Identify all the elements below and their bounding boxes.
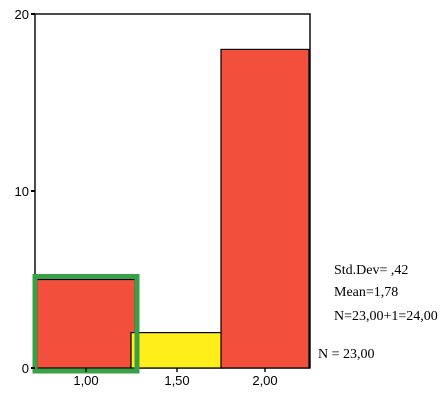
x-tick-label: 2,00 (252, 373, 277, 388)
bar-1-00 (36, 278, 136, 369)
x-tick-label: 1,50 (164, 373, 189, 388)
y-tick-label: 20 (15, 7, 29, 22)
y-axis: 0 10 20 (15, 7, 35, 376)
stat-std-dev: Std.Dev= ,42 (334, 263, 408, 278)
y-tick-label: 0 (22, 361, 29, 376)
y-tick-label: 10 (15, 184, 29, 199)
x-tick-label: 1,00 (73, 373, 98, 388)
stats-block: Std.Dev= ,42 Mean=1,78 N=23,00+1=24,00 N… (318, 263, 438, 362)
stat-n-original: N = 23,00 (318, 347, 375, 362)
bar-1-50 (130, 332, 224, 369)
bar-2-00 (220, 48, 310, 369)
bars (32, 48, 310, 374)
stat-mean: Mean=1,78 (334, 285, 398, 300)
x-axis: 1,00 1,50 2,00 (73, 368, 278, 388)
stat-n-total: N=23,00+1=24,00 (334, 309, 438, 324)
